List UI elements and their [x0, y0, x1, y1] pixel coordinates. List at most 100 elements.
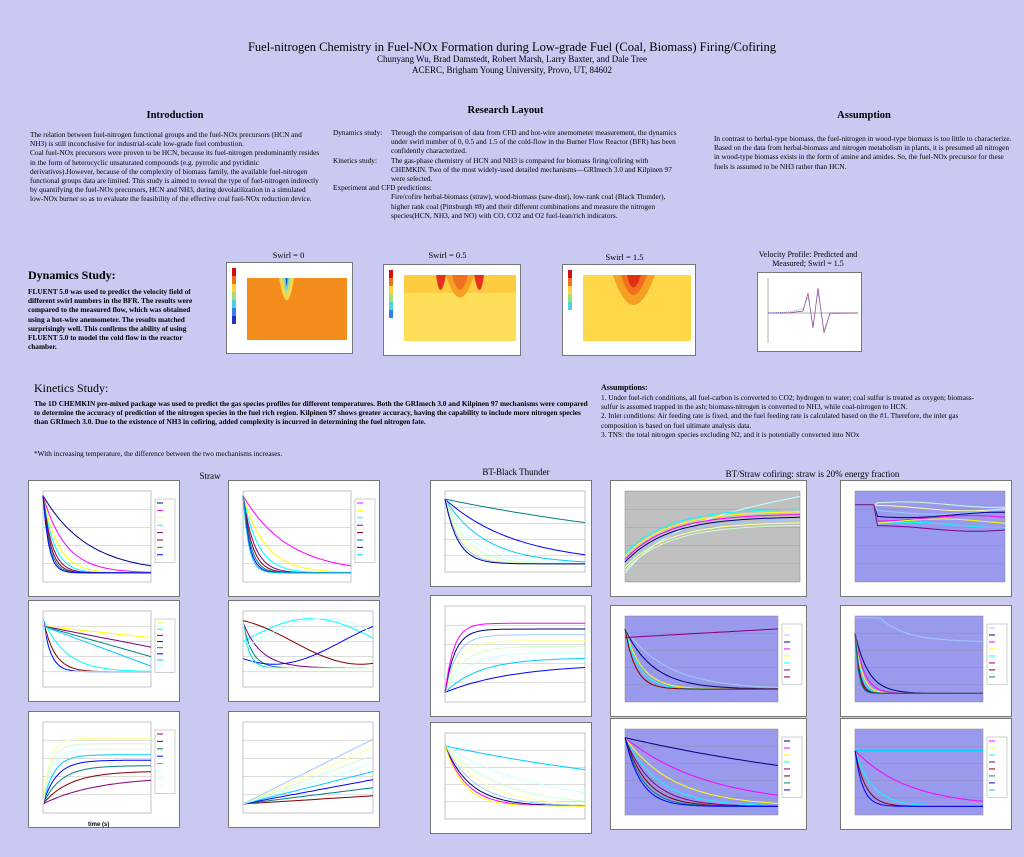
- series-line: [242, 495, 352, 573]
- series-line: [242, 779, 374, 805]
- series-line: [624, 516, 801, 563]
- series-line: [855, 504, 1006, 524]
- series-line: [444, 498, 585, 565]
- series-line: [444, 634, 585, 693]
- series-line: [854, 750, 983, 807]
- series-line: [42, 748, 151, 804]
- bt-caption: BT-Black Thunder: [482, 467, 550, 477]
- series-line: [242, 763, 374, 805]
- kinetics-study-desc: The gas-phase chemistry of HCN and NH3 i…: [391, 155, 672, 184]
- dynamics-text: FLUENT 5.0 was used to predict the veloc…: [28, 287, 193, 352]
- cfd-contour-swirl-15: [562, 264, 696, 356]
- cfd-colorbar: [232, 268, 236, 324]
- series-line: [624, 628, 778, 690]
- assumptions-list: 1. Under fuel-rich conditions, all fuel-…: [601, 393, 986, 439]
- plot-area: [854, 490, 1006, 583]
- chart-legend: [986, 623, 1008, 685]
- series-line: [444, 745, 586, 794]
- series-line: [624, 737, 779, 807]
- series-line: [444, 628, 585, 693]
- chemkin-species-chart: [840, 718, 1012, 830]
- chart-canvas: [42, 721, 176, 814]
- plot-area: [42, 490, 152, 583]
- series-line: [855, 501, 1005, 508]
- chemkin-species-chart: [430, 480, 592, 587]
- series-line: [624, 514, 801, 560]
- series-line: [42, 771, 152, 805]
- series-line: [444, 622, 585, 693]
- series-line: [444, 667, 586, 693]
- chart-canvas: [854, 728, 1008, 816]
- series-line: [624, 511, 800, 557]
- introduction-p1: The relation between fuel-nitrogen funct…: [30, 130, 302, 149]
- series-line: [444, 498, 586, 524]
- chart-canvas: [624, 728, 803, 816]
- swirl-0-caption: Swirl = 0: [272, 250, 305, 260]
- chart-canvas: [444, 605, 586, 703]
- experiment-label: Experiment and CFD predictions:: [333, 183, 432, 193]
- chart-canvas: [242, 610, 374, 688]
- series-line: [42, 754, 151, 805]
- series-line: [42, 625, 152, 667]
- series-line: [855, 504, 1006, 515]
- time-axis-label: time (s): [88, 822, 110, 828]
- dynamics-study-row: Dynamics study: Through the comparison o…: [333, 128, 678, 156]
- chart-canvas: [624, 615, 803, 703]
- series-line: [444, 745, 585, 806]
- chemkin-species-chart: [228, 711, 380, 828]
- series-line: [624, 737, 778, 807]
- chemkin-species-chart: [610, 605, 807, 717]
- introduction-text: The relation between fuel-nitrogen funct…: [30, 130, 320, 204]
- kinetics-study-row: Kinetics study: The gas-phase chemistry …: [333, 156, 678, 184]
- series-line: [42, 618, 152, 672]
- velocity-predicted-line: [768, 287, 858, 334]
- series-line: [42, 737, 151, 804]
- series-line: [624, 737, 779, 804]
- chemkin-species-chart: [430, 722, 592, 834]
- chemkin-species-chart: [28, 711, 180, 828]
- series-line: [42, 495, 152, 567]
- chart-canvas: [242, 490, 376, 583]
- series-line: [42, 743, 151, 804]
- swirl-15-caption: Swirl = 1.5: [605, 252, 644, 262]
- research-layout-text: Dynamics study: Through the comparison o…: [333, 128, 678, 220]
- series-line: [42, 765, 151, 805]
- research-layout-heading: Research Layout: [467, 105, 544, 116]
- chart-legend: [354, 498, 376, 563]
- chemkin-species-chart: [610, 480, 807, 597]
- series-line: [242, 625, 374, 665]
- chemkin-species-chart: [228, 600, 380, 702]
- series-line: [242, 495, 351, 574]
- series-line: [444, 745, 586, 771]
- series-line: [242, 746, 374, 805]
- experiment-desc: Fire/cofire herbal-biomass (straw), wood…: [391, 192, 666, 220]
- plot-area: [624, 490, 801, 583]
- chart-legend: [781, 736, 803, 798]
- series-line: [242, 618, 374, 642]
- series-line: [855, 617, 984, 642]
- affiliation: ACERC, Brigham Young University, Provo, …: [411, 65, 612, 75]
- series-line: [42, 495, 152, 573]
- series-line: [444, 640, 585, 693]
- velocity-profile-caption: Velocity Profile: Predicted and Measured…: [758, 250, 858, 268]
- series-line: [624, 519, 801, 566]
- series-line: [42, 779, 152, 805]
- series-line: [854, 633, 983, 694]
- series-line: [242, 771, 374, 805]
- series-line: [242, 795, 374, 805]
- series-line: [624, 628, 779, 638]
- series-line: [855, 504, 1006, 512]
- kinetics-text: The 1D CHEMKIN pre-mixed package was use…: [34, 399, 588, 427]
- plot-area: [242, 721, 374, 814]
- series-line: [624, 628, 779, 688]
- chart-canvas: [444, 490, 586, 573]
- series-line: [444, 645, 585, 693]
- series-line: [855, 504, 1006, 522]
- series-line: [242, 620, 374, 665]
- poster-header: Fuel-nitrogen Chemistry in Fuel-NOx Form…: [0, 40, 1024, 76]
- series-line: [444, 498, 586, 563]
- series-line: [242, 754, 374, 805]
- series-line: [624, 628, 778, 690]
- dynamics-study-desc: Through the comparison of data from CFD …: [391, 128, 677, 156]
- series-line: [854, 750, 984, 802]
